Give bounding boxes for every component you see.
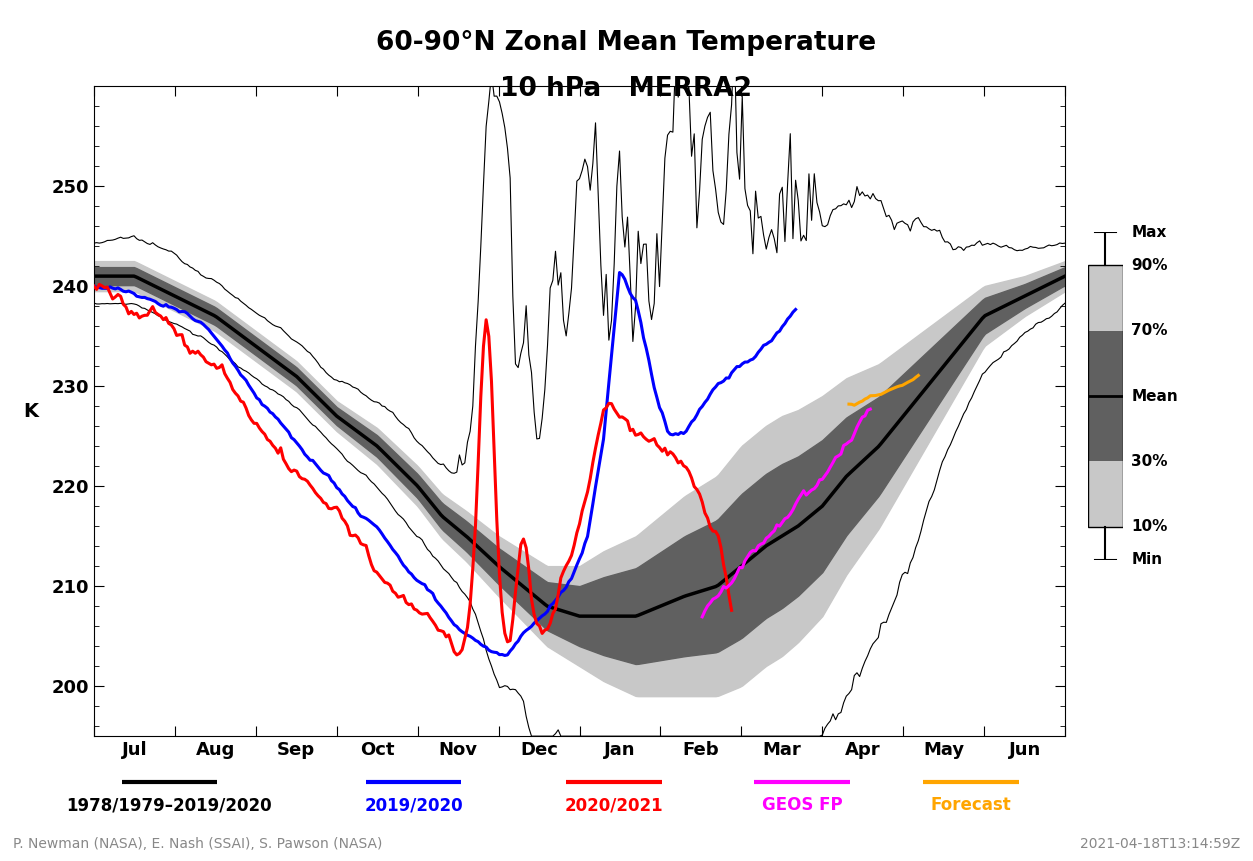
Text: 2020/2021: 2020/2021 [565,796,663,815]
Y-axis label: K: K [24,401,39,421]
Text: P. Newman (NASA), E. Nash (SSAI), S. Pawson (NASA): P. Newman (NASA), E. Nash (SSAI), S. Paw… [13,837,382,851]
Text: 70%: 70% [1131,323,1168,338]
Bar [1088,331,1123,461]
Text: Forecast: Forecast [931,796,1011,815]
Text: 2021-04-18T13:14:59Z: 2021-04-18T13:14:59Z [1080,837,1240,851]
Text: GEOS FP: GEOS FP [762,796,842,815]
Bar [1088,265,1123,527]
Text: 90%: 90% [1131,257,1168,273]
Text: 10 hPa   MERRA2: 10 hPa MERRA2 [500,76,753,102]
Text: 1978/1979–2019/2020: 1978/1979–2019/2020 [66,796,272,815]
Text: Mean: Mean [1131,388,1178,404]
Text: 10%: 10% [1131,519,1168,535]
Text: Min: Min [1131,552,1163,567]
Text: Max: Max [1131,225,1167,240]
Text: 30%: 30% [1131,454,1168,469]
Text: 60-90°N Zonal Mean Temperature: 60-90°N Zonal Mean Temperature [376,30,877,56]
Text: 2019/2020: 2019/2020 [365,796,462,815]
Bar [1088,265,1123,527]
